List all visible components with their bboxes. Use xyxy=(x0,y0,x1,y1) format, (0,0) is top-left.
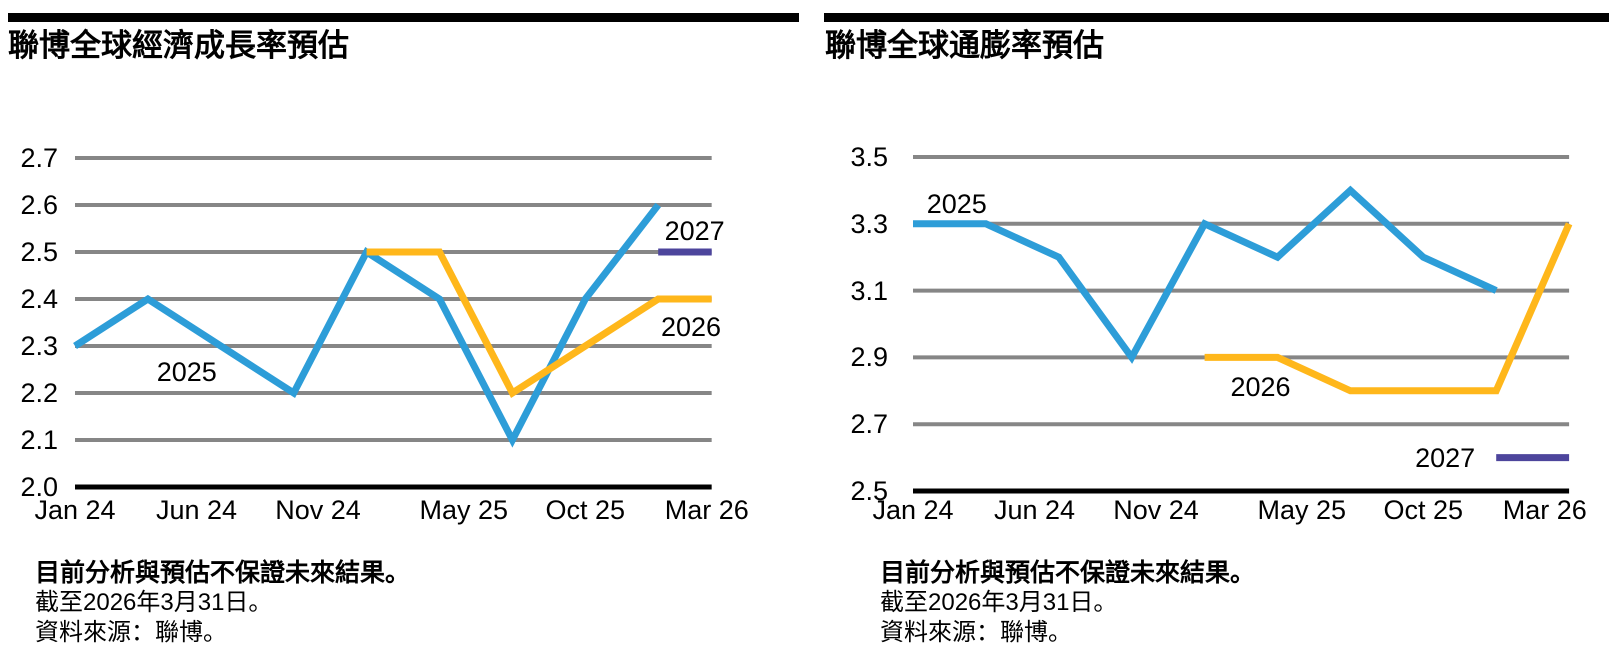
as-of-date-text: 截至2026年3月31日。 xyxy=(35,589,273,616)
x-tick-label: Oct 25 xyxy=(1383,495,1464,525)
y-tick-label: 2.1 xyxy=(20,425,58,455)
y-tick-label: 2.4 xyxy=(20,284,58,314)
disclaimer-text: 目前分析與預估不保證未來結果。 xyxy=(35,559,411,587)
inflation-chart-title: 聯博全球通膨率預估 xyxy=(825,28,1104,63)
series-label-2025: 2025 xyxy=(926,188,987,219)
y-tick-label: 2.0 xyxy=(20,472,58,502)
y-tick-label: 2.9 xyxy=(850,342,888,373)
inflation-chart-top-bar xyxy=(824,13,1609,22)
growth-chart-footnote: 目前分析與預估不保證未來結果。 截至2026年3月31日。 資料來源：聯博。 xyxy=(35,558,410,648)
y-tick-label: 2.2 xyxy=(20,378,58,408)
disclaimer-text: 目前分析與預估不保證未來結果。 xyxy=(880,559,1256,587)
x-tick-label: Jan 24 xyxy=(872,495,954,525)
series-label-2026: 2026 xyxy=(660,312,722,343)
x-tick-label: Jan 24 xyxy=(34,495,116,525)
y-tick-label: 2.7 xyxy=(20,143,58,173)
x-tick-label: Nov 24 xyxy=(1113,495,1199,525)
x-tick-label: Jun 24 xyxy=(993,495,1076,525)
x-tick-label: Nov 24 xyxy=(275,495,361,525)
inflation-chart-footnote: 目前分析與預估不保證未來結果。 截至2026年3月31日。 資料來源：聯博。 xyxy=(880,558,1255,648)
x-tick-label: May 25 xyxy=(419,495,509,525)
source-text: 資料來源：聯博。 xyxy=(880,619,1072,646)
y-tick-label: 3.3 xyxy=(850,208,888,239)
as-of-date-text: 截至2026年3月31日。 xyxy=(880,589,1118,616)
x-tick-label: Mar 26 xyxy=(1502,495,1587,525)
y-tick-label: 2.6 xyxy=(20,190,58,220)
y-tick-label: 2.5 xyxy=(20,237,58,267)
growth-chart-title: 聯博全球經濟成長率預估 xyxy=(8,28,349,63)
y-tick-label: 3.1 xyxy=(850,275,888,306)
source-text: 資料來源：聯博。 xyxy=(35,619,227,646)
y-tick-label: 2.7 xyxy=(850,409,888,440)
x-tick-label: May 25 xyxy=(1257,495,1347,525)
y-tick-label: 2.3 xyxy=(20,331,58,361)
series-label-2025: 2025 xyxy=(156,356,217,387)
y-tick-label: 2.5 xyxy=(850,476,888,506)
series-label-2027: 2027 xyxy=(1415,442,1476,473)
x-tick-label: Jun 24 xyxy=(155,495,238,525)
growth-chart-top-bar xyxy=(8,13,799,22)
x-tick-label: Mar 26 xyxy=(664,495,749,525)
x-tick-label: Oct 25 xyxy=(545,495,626,525)
series-label-2027: 2027 xyxy=(664,215,725,246)
y-tick-label: 3.5 xyxy=(850,142,888,172)
series-label-2026: 2026 xyxy=(1230,372,1291,403)
